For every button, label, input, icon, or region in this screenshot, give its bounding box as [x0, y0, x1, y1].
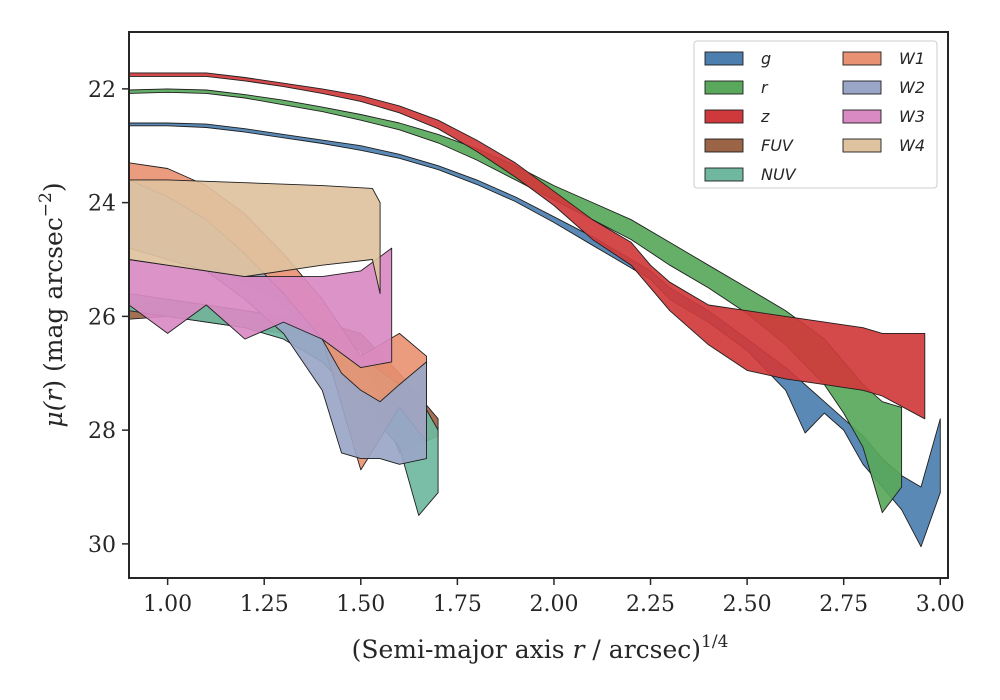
x-tick-label: 2.50: [723, 592, 772, 617]
series-layer: [129, 72, 941, 548]
legend-swatch-g: [704, 51, 744, 66]
legend-label-w1: W1: [899, 49, 925, 68]
ylabel-end: ): [39, 182, 68, 192]
legend-label-fuv: FUV: [761, 136, 794, 155]
legend-swatch-w2: [842, 80, 882, 95]
x-tick-label: 1.00: [143, 592, 192, 617]
legend: grz FUV NUV W1 W2 W3 W4: [693, 40, 938, 189]
x-tick-label: 2.00: [529, 592, 578, 617]
x-tick-label: 3.00: [916, 592, 965, 617]
x-tick-label: 2.75: [819, 592, 868, 617]
legend-swatch-w3: [842, 109, 882, 124]
xlabel-suffix: / arcsec): [584, 635, 701, 664]
legend-label-z: z: [760, 107, 770, 126]
y-axis-label: μ(r) (mag arcsec−2): [36, 182, 68, 427]
series-band-g: [129, 122, 941, 548]
legend-swatch-r: [704, 80, 744, 95]
legend-label-nuv: NUV: [761, 165, 797, 184]
legend-label-w2: W2: [899, 78, 925, 97]
legend-swatch-w1: [842, 51, 882, 66]
x-tick-label: 1.50: [336, 592, 385, 617]
ylabel-mu: μ(: [39, 400, 68, 427]
series-band-z: [129, 72, 926, 420]
plot-frame: [128, 31, 949, 579]
legend-label-r: r: [761, 78, 769, 97]
legend-label-w4: W4: [899, 136, 925, 155]
x-tick-label: 1.75: [433, 592, 482, 617]
y-tick-label: 26: [88, 305, 116, 330]
legend-swatch-z: [704, 109, 744, 124]
ylabel-mid: ) (mag arcsec: [39, 217, 68, 390]
legend-swatch-w4: [842, 138, 882, 153]
xlabel-prefix: (Semi-major axis: [352, 635, 573, 664]
ylabel-var: r: [39, 388, 68, 402]
xlabel-var: r: [573, 635, 587, 664]
ticks-layer: 1.00 1.25 1.50 1.75 2.00 2.25 2.50 2.75 3.00 22 24…: [88, 78, 965, 617]
legend-label-w3: W3: [899, 107, 925, 126]
legend-label-g: g: [761, 49, 771, 68]
x-axis-label: (Semi-major axis r / arcsec)1/4: [352, 632, 729, 664]
ylabel-exponent: −2: [36, 192, 56, 217]
legend-swatch-fuv: [704, 138, 744, 153]
xlabel-exponent: 1/4: [701, 632, 728, 652]
y-tick-label: 24: [88, 192, 116, 217]
y-tick-label: 28: [88, 419, 116, 444]
y-tick-label: 30: [88, 533, 116, 558]
series-band-w4: [129, 179, 381, 295]
legend-swatch-nuv: [704, 167, 744, 182]
x-tick-label: 1.25: [240, 592, 289, 617]
x-tick-label: 2.25: [626, 592, 675, 617]
y-tick-label: 22: [88, 78, 116, 103]
